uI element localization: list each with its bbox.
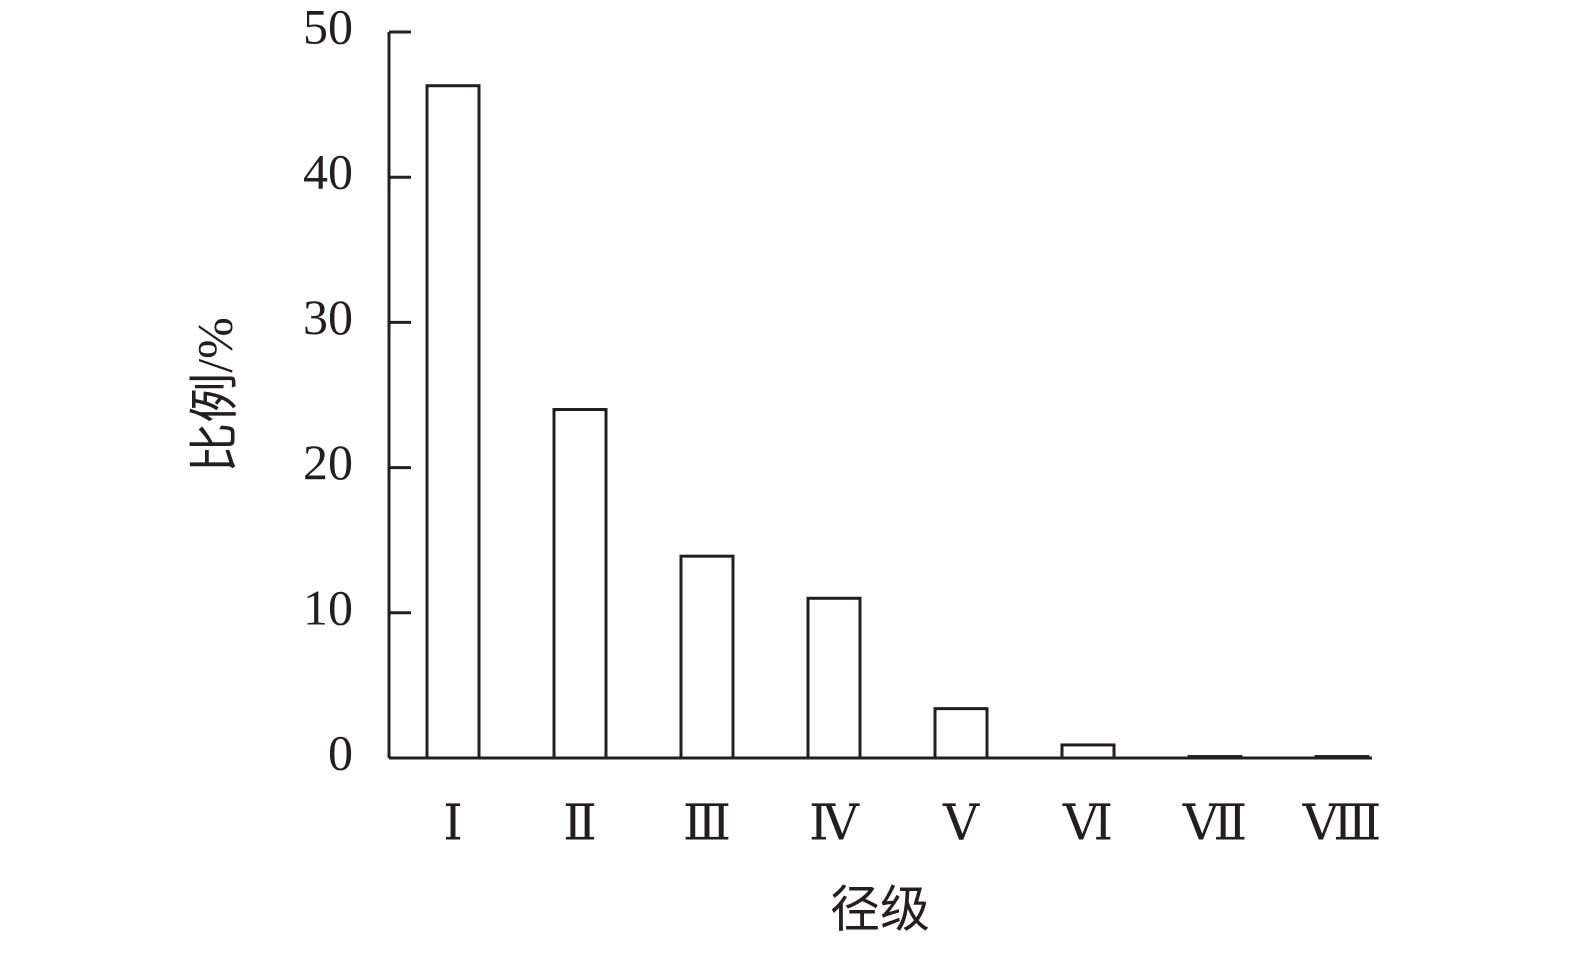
x-tick-label: Ⅷ: [1302, 794, 1382, 850]
y-tick-label: 20: [303, 434, 353, 490]
y-tick-label: 10: [303, 579, 353, 635]
x-tick-label: Ⅱ: [563, 794, 597, 850]
x-tick-label: Ⅶ: [1182, 794, 1248, 850]
bar: [1060, 743, 1116, 760]
x-axis-label: 径级: [830, 881, 930, 937]
y-tick-label: 40: [303, 144, 353, 200]
y-axis-label: 比例/%: [186, 317, 242, 473]
bar: [933, 707, 989, 760]
x-tick-label: Ⅵ: [1062, 794, 1113, 850]
bar: [679, 554, 735, 760]
bar: [806, 596, 862, 760]
bar: [425, 84, 481, 760]
y-tick-label: 0: [328, 724, 353, 780]
x-tick-label: Ⅴ: [942, 794, 980, 850]
y-tick-label: 50: [303, 0, 353, 54]
y-tick-label: 30: [303, 289, 353, 345]
bar: [1314, 755, 1370, 760]
x-tick-label: Ⅰ: [443, 794, 463, 850]
x-tick-label: Ⅲ: [683, 794, 731, 850]
bar: [1187, 755, 1243, 760]
x-tick-label: Ⅳ: [809, 794, 860, 850]
bar: [552, 408, 608, 760]
